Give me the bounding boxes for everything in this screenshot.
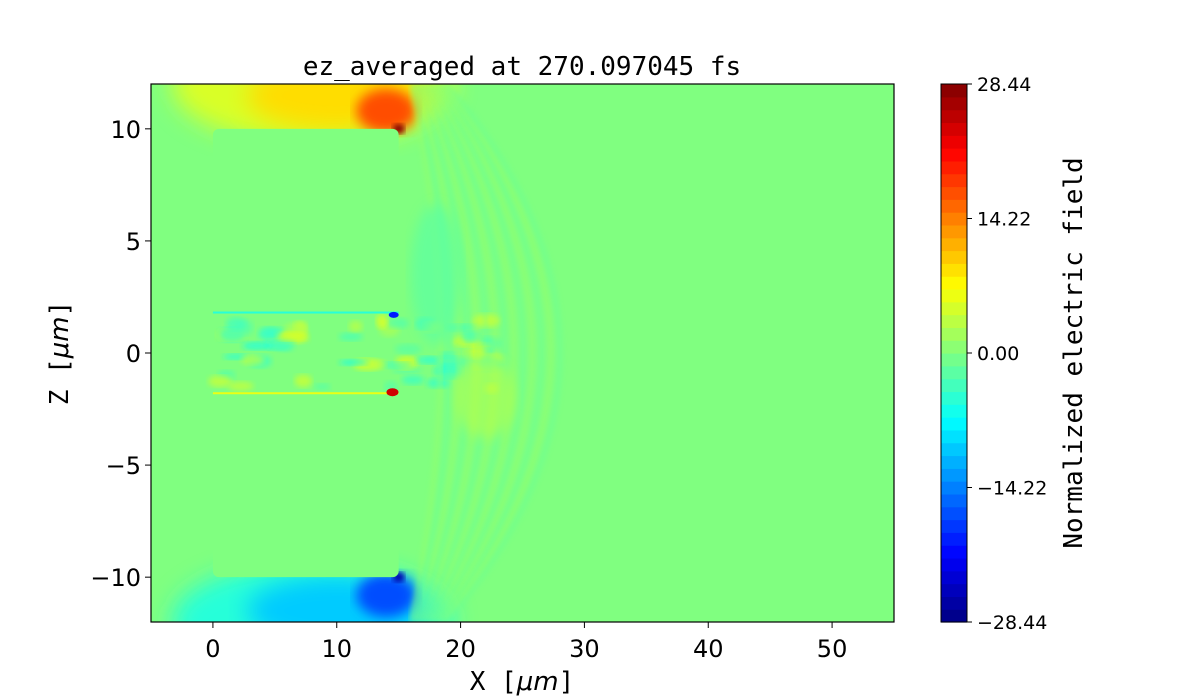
colorbar-level bbox=[941, 122, 967, 135]
field-hotspot bbox=[386, 388, 398, 396]
x-axis-label: X [μm] bbox=[470, 667, 575, 697]
chart-title: ez_averaged at 270.097045 fs bbox=[303, 52, 741, 82]
channel-fluctuation bbox=[371, 360, 386, 369]
channel-fluctuation bbox=[208, 375, 231, 387]
y-tick-label: 10 bbox=[110, 116, 141, 144]
channel-fluctuation bbox=[226, 317, 246, 331]
colorbar-level bbox=[941, 520, 967, 533]
y-tick-label: −5 bbox=[106, 452, 141, 480]
colorbar-level bbox=[941, 468, 967, 481]
colorbar-tick-label: 0.00 bbox=[977, 343, 1019, 365]
colorbar-level bbox=[941, 315, 967, 328]
field-hotspot bbox=[389, 312, 399, 318]
field-region-bottom bbox=[356, 573, 416, 617]
colorbar-level bbox=[941, 417, 967, 430]
colorbar-level bbox=[941, 174, 967, 187]
field-region bbox=[455, 358, 515, 438]
y-axis: −10 −5 0 5 10 bbox=[90, 116, 151, 592]
channel-fluctuation bbox=[277, 332, 309, 341]
colorbar-level bbox=[941, 238, 967, 251]
colorbar-level bbox=[941, 430, 967, 443]
colorbar-level bbox=[941, 558, 967, 571]
colorbar-level bbox=[941, 225, 967, 238]
x-tick-label: 10 bbox=[321, 635, 352, 663]
colorbar-level bbox=[941, 340, 967, 353]
colorbar-level bbox=[941, 302, 967, 315]
colorbar-level bbox=[941, 596, 967, 609]
colorbar-level bbox=[941, 571, 967, 584]
channel-fluctuation bbox=[339, 359, 369, 365]
colorbar-tick-label: 14.22 bbox=[977, 209, 1031, 231]
x-tick-label: 0 bbox=[205, 635, 220, 663]
field-region bbox=[411, 205, 461, 345]
x-tick-label: 30 bbox=[569, 635, 600, 663]
channel-fluctuation bbox=[402, 375, 425, 384]
channel-fluctuation bbox=[295, 375, 312, 388]
y-tick-label: 5 bbox=[126, 228, 141, 256]
channel-edge-bottom bbox=[213, 392, 399, 394]
colorbar-tick-label: 28.44 bbox=[977, 74, 1031, 96]
colorbar-level bbox=[941, 545, 967, 558]
y-axis-label: Z [μm] bbox=[45, 301, 75, 406]
lower-plate bbox=[213, 396, 399, 578]
colorbar-level bbox=[941, 532, 967, 545]
channel-fluctuation bbox=[258, 327, 281, 341]
channel-edge-top bbox=[213, 312, 399, 314]
colorbar-tick-label: −28.44 bbox=[977, 612, 1047, 634]
channel-fluctuation bbox=[339, 333, 363, 341]
colorbar-level bbox=[941, 391, 967, 404]
colorbar-level bbox=[941, 186, 967, 199]
colorbar-level bbox=[941, 97, 967, 110]
colorbar-level bbox=[941, 161, 967, 174]
colorbar-level bbox=[941, 584, 967, 597]
channel-fluctuation bbox=[314, 383, 331, 390]
colorbar-level bbox=[941, 379, 967, 392]
y-tick-label: 0 bbox=[126, 340, 141, 368]
colorbar-level bbox=[941, 443, 967, 456]
colorbar-level bbox=[941, 212, 967, 225]
x-axis: 0 10 20 30 40 50 bbox=[205, 622, 847, 663]
colorbar-level bbox=[941, 366, 967, 379]
channel-fluctuation bbox=[376, 314, 388, 329]
colorbar-level bbox=[941, 84, 967, 97]
channel-fluctuation bbox=[387, 318, 409, 329]
channel-fluctuation bbox=[242, 342, 271, 350]
colorbar-level bbox=[941, 263, 967, 276]
field-map bbox=[151, 24, 894, 682]
colorbar-level bbox=[941, 289, 967, 302]
colorbar-level bbox=[941, 276, 967, 289]
channel-fluctuation bbox=[349, 320, 363, 332]
colorbar-level bbox=[941, 199, 967, 212]
channel-fluctuation bbox=[417, 356, 439, 364]
x-tick-label: 50 bbox=[817, 635, 848, 663]
field-region-top bbox=[356, 89, 416, 133]
colorbar-tick-label: −14.22 bbox=[977, 478, 1047, 500]
x-tick-label: 20 bbox=[445, 635, 476, 663]
colorbar: −28.44 −14.22 0.00 14.22 28.44 bbox=[941, 74, 1047, 634]
colorbar-level bbox=[941, 481, 967, 494]
channel-fluctuation bbox=[241, 355, 264, 365]
colorbar-level bbox=[941, 507, 967, 520]
colorbar-level bbox=[941, 327, 967, 340]
colorbar-label: Normalized electric field bbox=[1059, 157, 1089, 548]
colorbar-level bbox=[941, 110, 967, 123]
channel-fluctuation bbox=[395, 344, 422, 354]
x-tick-label: 40 bbox=[693, 635, 724, 663]
upper-plate bbox=[213, 129, 399, 311]
colorbar-level bbox=[941, 609, 967, 622]
colorbar-level bbox=[941, 148, 967, 161]
colorbar-level bbox=[941, 353, 967, 366]
colorbar-level bbox=[941, 455, 967, 468]
colorbar-level bbox=[941, 251, 967, 264]
colorbar-level bbox=[941, 135, 967, 148]
channel-fluctuation bbox=[228, 381, 254, 391]
colorbar-level bbox=[941, 494, 967, 507]
colorbar-level bbox=[941, 404, 967, 417]
y-tick-label: −10 bbox=[90, 564, 141, 592]
